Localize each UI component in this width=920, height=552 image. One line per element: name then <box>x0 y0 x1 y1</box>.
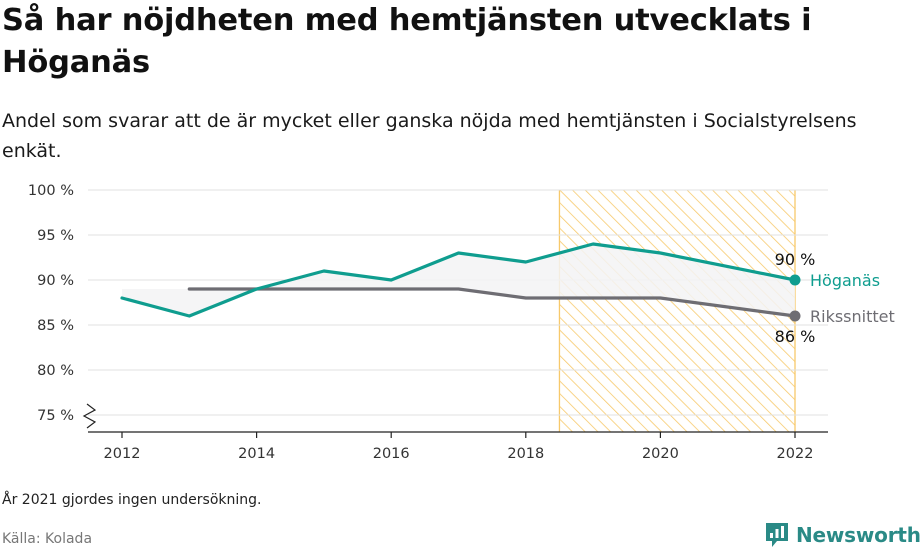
series-end-dot-1 <box>789 310 801 322</box>
series-name-label: Höganäs <box>810 271 880 290</box>
chart-title: Så har nöjdheten med hemtjänsten utveckl… <box>2 3 812 80</box>
series-end-dot-0 <box>789 274 801 286</box>
series-end-value: 86 % <box>775 327 816 346</box>
series-line-1 <box>187 287 797 318</box>
footnote: År 2021 gjordes ingen undersökning. <box>2 492 262 508</box>
newsworthy-icon <box>766 523 788 547</box>
x-tick-label: 2022 <box>777 446 814 462</box>
newsworthy-logo[interactable]: Newsworthy <box>764 518 920 552</box>
y-tick-label: 95 % <box>37 228 74 244</box>
line-chart: 75 %80 %85 %90 %95 %100 % 2012 2014 2016 20… <box>28 183 895 462</box>
y-tick-label: 90 % <box>37 273 74 289</box>
x-tick-label: 2020 <box>642 446 679 462</box>
series-line-0 <box>120 242 797 318</box>
series-name-label: Rikssnittet <box>810 307 895 326</box>
series-end-value: 90 % <box>775 250 816 269</box>
y-tick-label: 85 % <box>37 318 74 334</box>
y-tick-label: 75 % <box>37 408 74 424</box>
x-tick-label: 2016 <box>373 446 410 462</box>
y-tick-label: 80 % <box>37 363 74 379</box>
x-axis-labels: 2012 2014 2016 2018 2020 2022 <box>104 446 814 462</box>
y-axis-labels: 75 % 80 % 85 % 90 % 95 % 100 % <box>28 183 97 429</box>
series-lines <box>120 242 797 318</box>
chart-subtitle: Andel som svarar att de är mycket eller … <box>2 110 857 162</box>
brand-name: Newsworthy <box>796 523 920 547</box>
x-tick-label: 2018 <box>507 446 544 462</box>
x-tick-label: 2014 <box>238 446 275 462</box>
x-tick-label: 2012 <box>104 446 141 462</box>
axis-break-icon <box>82 403 97 429</box>
source-text: Källa: Kolada <box>2 531 93 547</box>
y-tick-label: 100 % <box>28 183 74 199</box>
x-axis <box>88 431 828 438</box>
